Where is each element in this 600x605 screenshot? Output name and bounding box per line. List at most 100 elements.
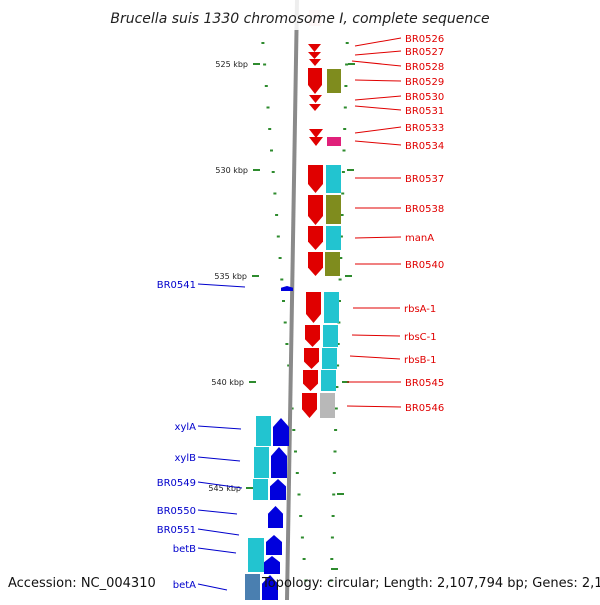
forward-gene-arrow[interactable] bbox=[308, 195, 323, 225]
track-dot bbox=[335, 386, 339, 388]
forward-gene-arrow[interactable] bbox=[309, 95, 322, 103]
gene-label-br0549[interactable]: BR0549 bbox=[157, 478, 196, 489]
reverse-gene-arrow[interactable] bbox=[270, 479, 286, 500]
track-dot bbox=[280, 278, 284, 281]
gene-label-br0538[interactable]: BR0538 bbox=[405, 204, 444, 215]
gene-label-br0528[interactable]: BR0528 bbox=[405, 62, 444, 73]
forward-gene-arrow[interactable] bbox=[302, 393, 317, 418]
domain-box bbox=[253, 479, 268, 500]
gene-label-br0533[interactable]: BR0533 bbox=[405, 123, 444, 134]
map-title: Brucella suis 1330 chromosome I, complet… bbox=[110, 11, 489, 27]
scale-tick bbox=[253, 63, 260, 65]
track-dot bbox=[299, 515, 303, 517]
gene-label-xyla[interactable]: xylA bbox=[175, 422, 197, 433]
gene-label-xylb[interactable]: xylB bbox=[175, 453, 197, 464]
forward-gene-arrow[interactable] bbox=[309, 104, 321, 111]
label-leader bbox=[354, 95, 402, 101]
reverse-gene-arrow[interactable] bbox=[281, 286, 293, 291]
scale-tick bbox=[252, 275, 259, 277]
title-backdrop bbox=[0, 0, 600, 30]
label-leader bbox=[354, 236, 402, 239]
label-leader bbox=[354, 37, 402, 47]
scale-ticks-layer: 525 kbp 530 kbp 535 kbp 540 kbp 545 kbp bbox=[208, 60, 355, 570]
track-dot bbox=[261, 42, 265, 44]
gene-label-br0541[interactable]: BR0541 bbox=[157, 280, 196, 291]
gene-label-br0551[interactable]: BR0551 bbox=[157, 525, 196, 536]
gene-label-br0540[interactable]: BR0540 bbox=[405, 260, 444, 271]
gene-label-br0534[interactable]: BR0534 bbox=[405, 141, 444, 152]
track-dot bbox=[271, 171, 275, 173]
forward-gene-arrow[interactable] bbox=[308, 68, 322, 94]
label-leader bbox=[197, 547, 237, 554]
forward-gene-arrow[interactable] bbox=[309, 59, 321, 66]
track-dot bbox=[275, 214, 279, 216]
forward-gene-arrow[interactable] bbox=[308, 226, 323, 250]
gene-label-br0527[interactable]: BR0527 bbox=[405, 47, 444, 58]
label-leader-lines bbox=[197, 37, 402, 591]
scale-label: 530 kbp bbox=[215, 166, 248, 175]
domain-box bbox=[325, 252, 340, 276]
accession-text: Accession: NC_004310 bbox=[8, 576, 156, 591]
track-dot bbox=[304, 579, 308, 582]
track-dot bbox=[294, 450, 297, 453]
gene-label-br0537[interactable]: BR0537 bbox=[405, 174, 444, 185]
domain-box bbox=[321, 370, 336, 391]
gene-label-betb[interactable]: betB bbox=[173, 544, 196, 555]
label-leader bbox=[197, 283, 246, 288]
gene-label-rbsb-1[interactable]: rbsB-1 bbox=[404, 355, 437, 366]
gene-label-br0550[interactable]: BR0550 bbox=[157, 506, 196, 517]
gene-label-beta[interactable]: betA bbox=[173, 580, 196, 591]
forward-gene-arrow[interactable] bbox=[309, 129, 323, 138]
label-leader bbox=[351, 334, 401, 337]
gene-label-rbsc-1[interactable]: rbsC-1 bbox=[404, 332, 437, 343]
scale-tick bbox=[348, 63, 355, 65]
forward-gene-arrow[interactable] bbox=[306, 292, 321, 323]
gene-label-br0546[interactable]: BR0546 bbox=[405, 403, 444, 414]
track-dot bbox=[345, 42, 349, 44]
track-dot bbox=[285, 343, 289, 345]
forward-gene-arrow[interactable] bbox=[308, 44, 321, 52]
reverse-gene-arrow[interactable] bbox=[268, 506, 283, 528]
gene-label-rbsa-1[interactable]: rbsA-1 bbox=[404, 304, 436, 315]
track-dot bbox=[266, 106, 270, 109]
reverse-gene-arrow[interactable] bbox=[262, 575, 278, 600]
track-dot bbox=[339, 257, 343, 259]
track-dot bbox=[336, 343, 340, 345]
track-dot bbox=[334, 407, 338, 410]
track-dot bbox=[340, 214, 344, 216]
forward-gene-arrow[interactable] bbox=[304, 348, 319, 369]
gene-label-mana[interactable]: manA bbox=[405, 233, 434, 244]
forward-gene-arrow[interactable] bbox=[309, 137, 323, 146]
label-leader bbox=[197, 528, 240, 536]
domain-box bbox=[327, 69, 341, 93]
track-dot bbox=[339, 235, 343, 238]
scale-tick bbox=[331, 568, 338, 570]
track-dot bbox=[332, 472, 336, 474]
forward-gene-arrow[interactable] bbox=[305, 325, 320, 347]
reverse-gene-arrow[interactable] bbox=[266, 535, 282, 555]
forward-gene-arrow[interactable] bbox=[303, 370, 318, 391]
track-dot bbox=[330, 536, 334, 539]
label-leader bbox=[354, 79, 402, 82]
forward-gene-arrow[interactable] bbox=[308, 252, 323, 276]
reverse-gene-arrow[interactable] bbox=[273, 418, 289, 446]
gene-label-br0531[interactable]: BR0531 bbox=[405, 106, 444, 117]
scale-tick bbox=[337, 493, 344, 495]
chromosome-backbone bbox=[285, 0, 299, 601]
gene-label-br0529[interactable]: BR0529 bbox=[405, 77, 444, 88]
reverse-gene-arrow[interactable] bbox=[264, 556, 280, 574]
domain-box bbox=[326, 165, 341, 193]
gene-arrows-layer bbox=[262, 44, 323, 600]
reverse-gene-arrow[interactable] bbox=[271, 447, 287, 478]
gene-label-br0526[interactable]: BR0526 bbox=[405, 34, 444, 45]
scale-label: 540 kbp bbox=[211, 378, 244, 387]
track-dot bbox=[287, 364, 291, 367]
scale-tick bbox=[345, 275, 352, 277]
forward-gene-arrow[interactable] bbox=[308, 52, 321, 59]
gene-label-br0545[interactable]: BR0545 bbox=[405, 378, 444, 389]
gene-label-br0530[interactable]: BR0530 bbox=[405, 92, 444, 103]
forward-gene-arrow[interactable] bbox=[308, 165, 323, 193]
domain-box bbox=[323, 325, 338, 347]
